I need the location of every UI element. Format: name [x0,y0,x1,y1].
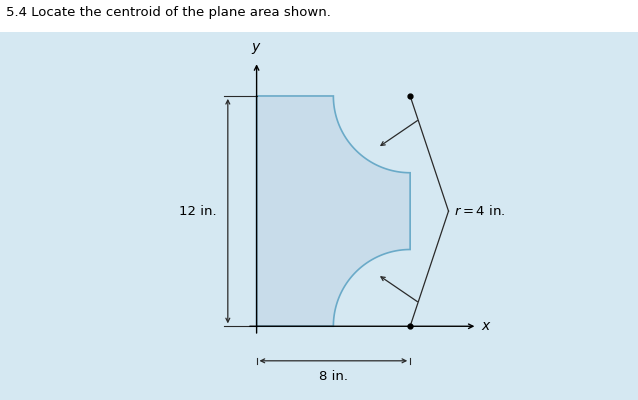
Text: 8 in.: 8 in. [319,370,348,384]
Text: $r = 4$ in.: $r = 4$ in. [454,204,505,218]
Polygon shape [256,96,410,326]
Text: $x$: $x$ [481,319,492,333]
Text: 12 in.: 12 in. [179,205,216,218]
Text: 5.4 Locate the centroid of the plane area shown.: 5.4 Locate the centroid of the plane are… [6,6,331,19]
Text: $y$: $y$ [251,41,262,56]
